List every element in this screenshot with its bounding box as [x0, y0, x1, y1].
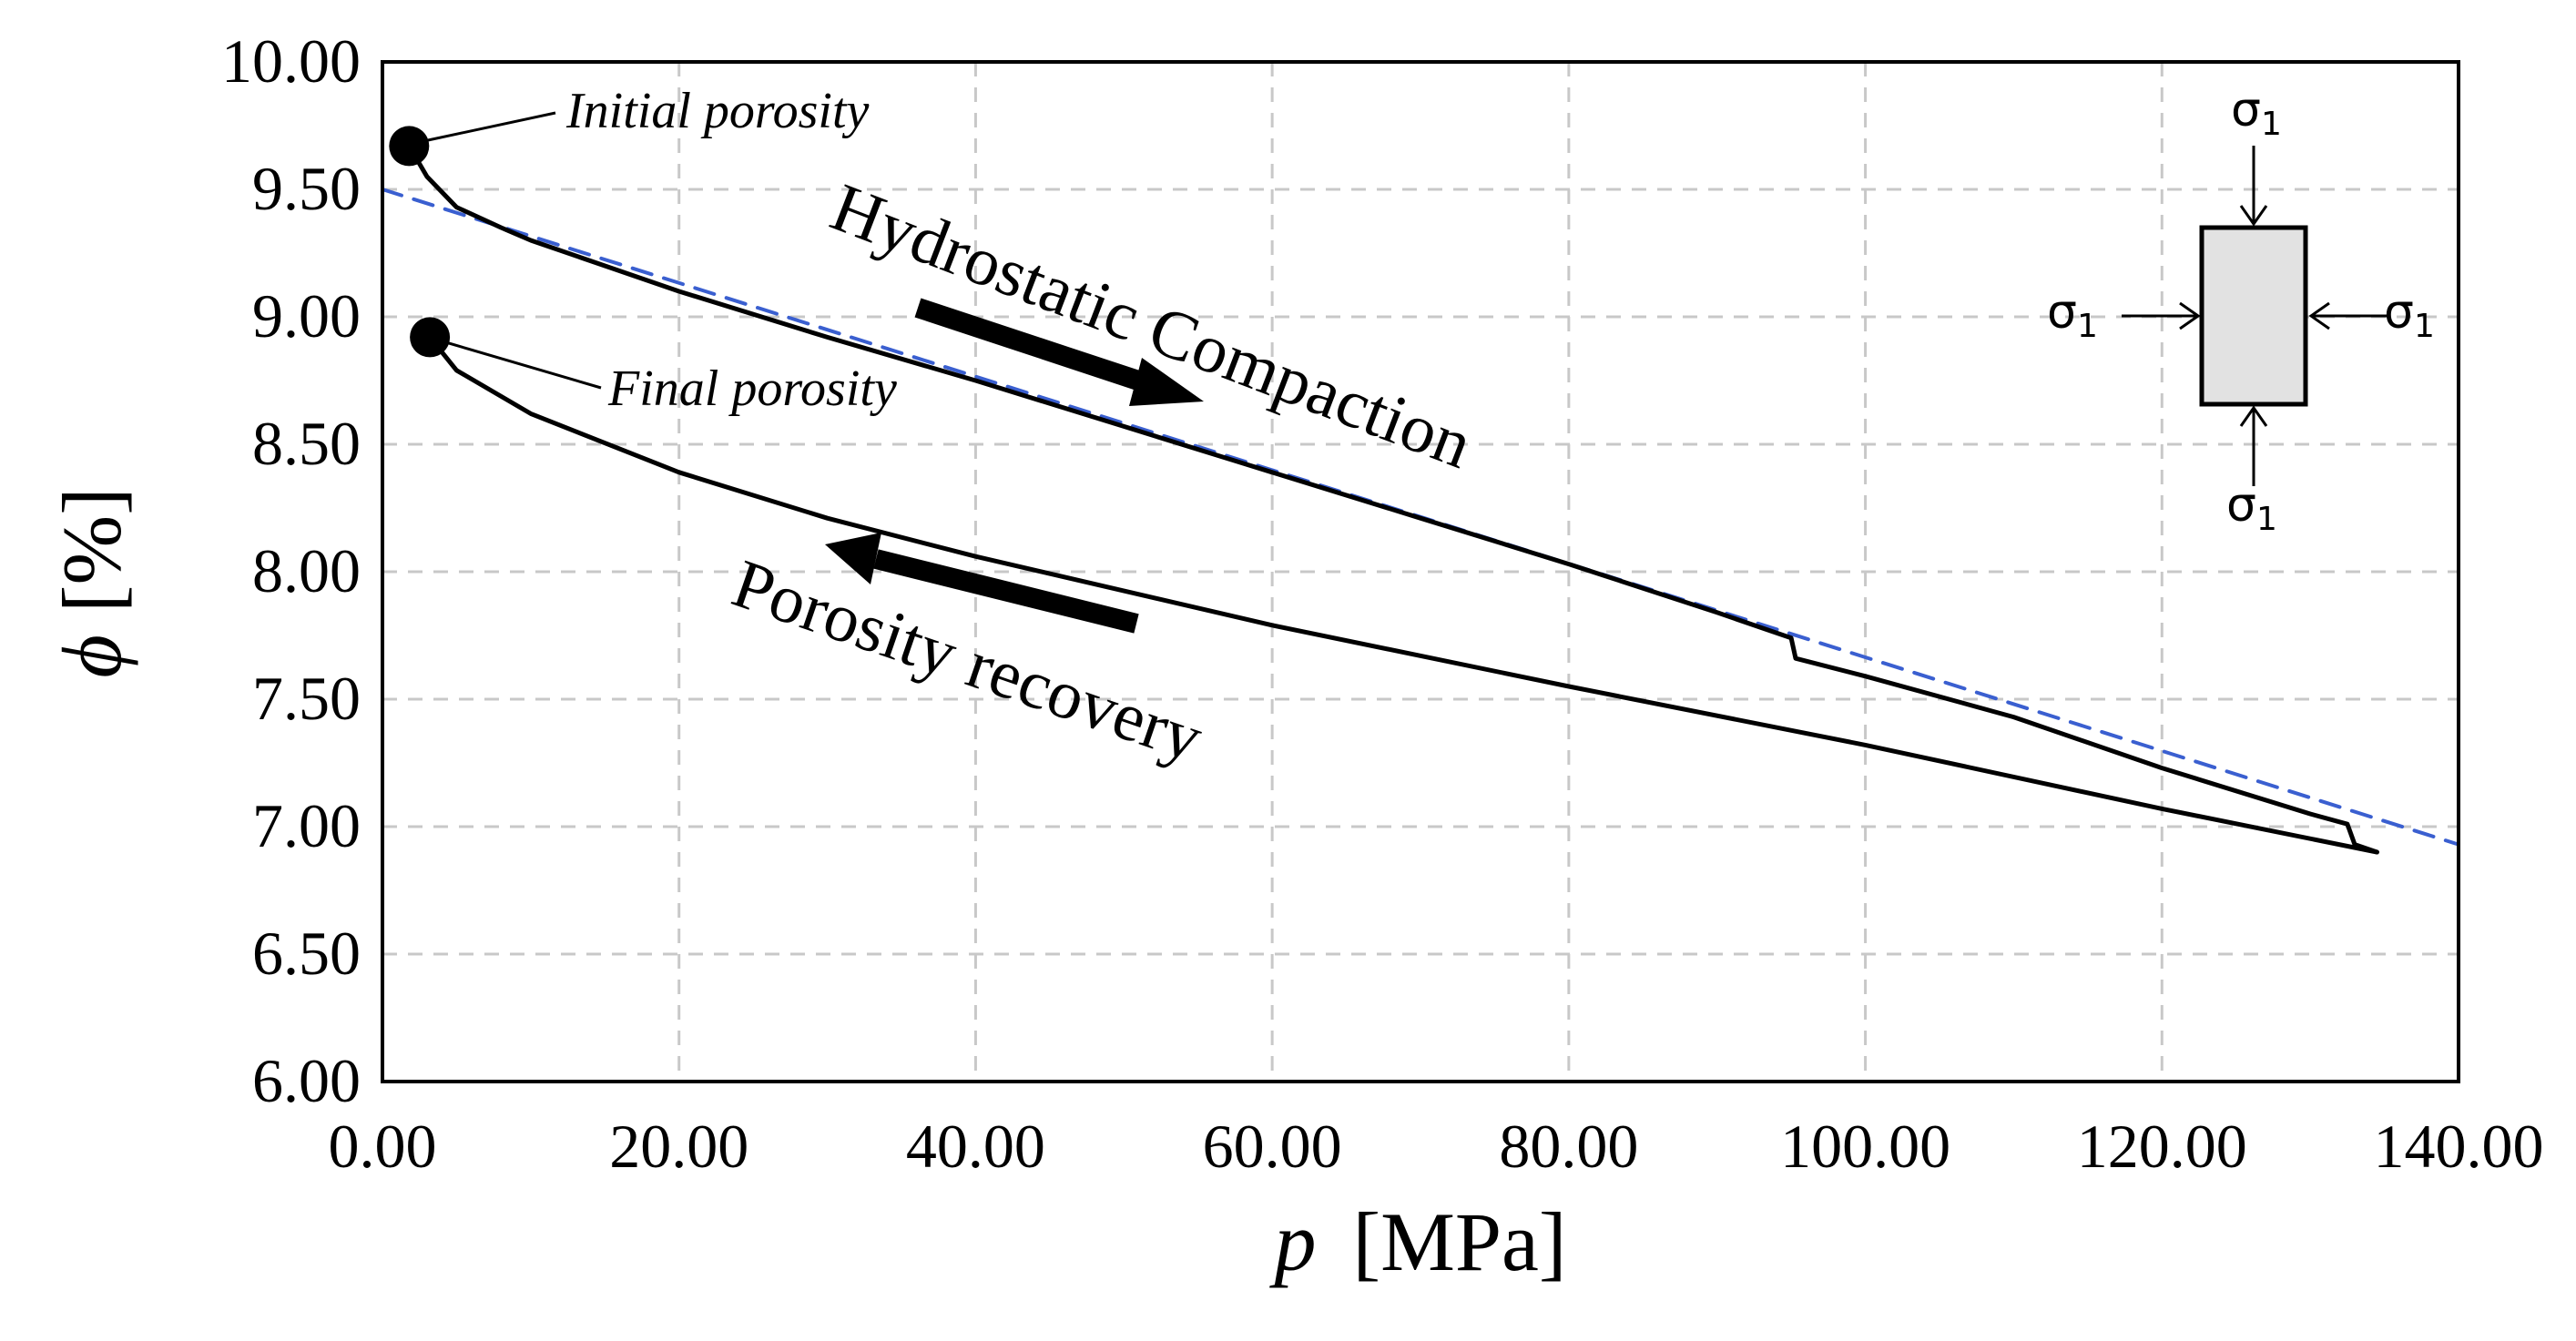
marker-layer: [389, 126, 451, 358]
y-tick-label: 8.00: [252, 536, 361, 605]
stress-diagram: σ1 σ1 σ1 σ1: [2047, 83, 2435, 538]
y-tick-label: 7.00: [252, 791, 361, 860]
x-axis-title: p [MPa]: [1268, 1195, 1566, 1288]
x-tick-label: 140.00: [2374, 1112, 2544, 1181]
initial-porosity-leader: [427, 111, 556, 142]
x-tick-label: 100.00: [1780, 1112, 1950, 1181]
y-axis-unit: [%]: [46, 487, 138, 613]
y-tick-label: 9.00: [252, 281, 361, 350]
specimen-box: [2199, 225, 2308, 407]
series-line-2: [427, 334, 2379, 855]
y-axis-title: ϕ [%]: [46, 487, 138, 678]
x-tick-label: 0.00: [329, 1112, 437, 1181]
sigma-bottom: σ1: [2226, 478, 2277, 538]
x-tick-labels: 0.00 20.00 40.00 60.00 80.00 100.00 120.00 140.…: [329, 1112, 2544, 1181]
recovery-arrow: [825, 533, 1139, 634]
y-tick-label: 7.50: [252, 664, 361, 733]
x-tick-label: 20.00: [609, 1112, 748, 1181]
final-porosity-label: Final porosity: [607, 361, 897, 417]
y-tick-label: 6.00: [252, 1046, 361, 1115]
y-tick-label: 8.50: [252, 409, 361, 478]
x-axis-symbol: p: [1268, 1195, 1316, 1288]
y-tick-label: 9.50: [252, 154, 361, 223]
final-porosity-leader: [433, 337, 602, 390]
x-tick-label: 40.00: [906, 1112, 1045, 1181]
series-line-1: [406, 143, 2379, 855]
initial-porosity-marker: [389, 126, 430, 167]
sigma-left: σ1: [2047, 285, 2098, 345]
initial-porosity-label: Initial porosity: [565, 83, 870, 139]
y-tick-label: 10.00: [221, 26, 361, 96]
x-tick-label: 120.00: [2077, 1112, 2247, 1181]
sigma-right: σ1: [2384, 285, 2435, 345]
compaction-arrow: [914, 298, 1204, 406]
sigma-top: σ1: [2231, 83, 2282, 143]
x-tick-label: 80.00: [1499, 1112, 1638, 1181]
y-tick-labels: 6.00 6.50 7.00 7.50 8.00 8.50 9.00 9.50 10.00: [221, 26, 361, 1115]
grid-layer: [382, 62, 2459, 1082]
series-layer: [406, 143, 2379, 855]
final-porosity-marker: [410, 317, 451, 358]
x-axis-unit: [MPa]: [1352, 1195, 1566, 1288]
plot-frame: [381, 60, 2460, 1083]
y-tick-label: 6.50: [252, 919, 361, 988]
x-tick-label: 60.00: [1203, 1112, 1342, 1181]
y-axis-symbol: ϕ: [46, 635, 138, 678]
